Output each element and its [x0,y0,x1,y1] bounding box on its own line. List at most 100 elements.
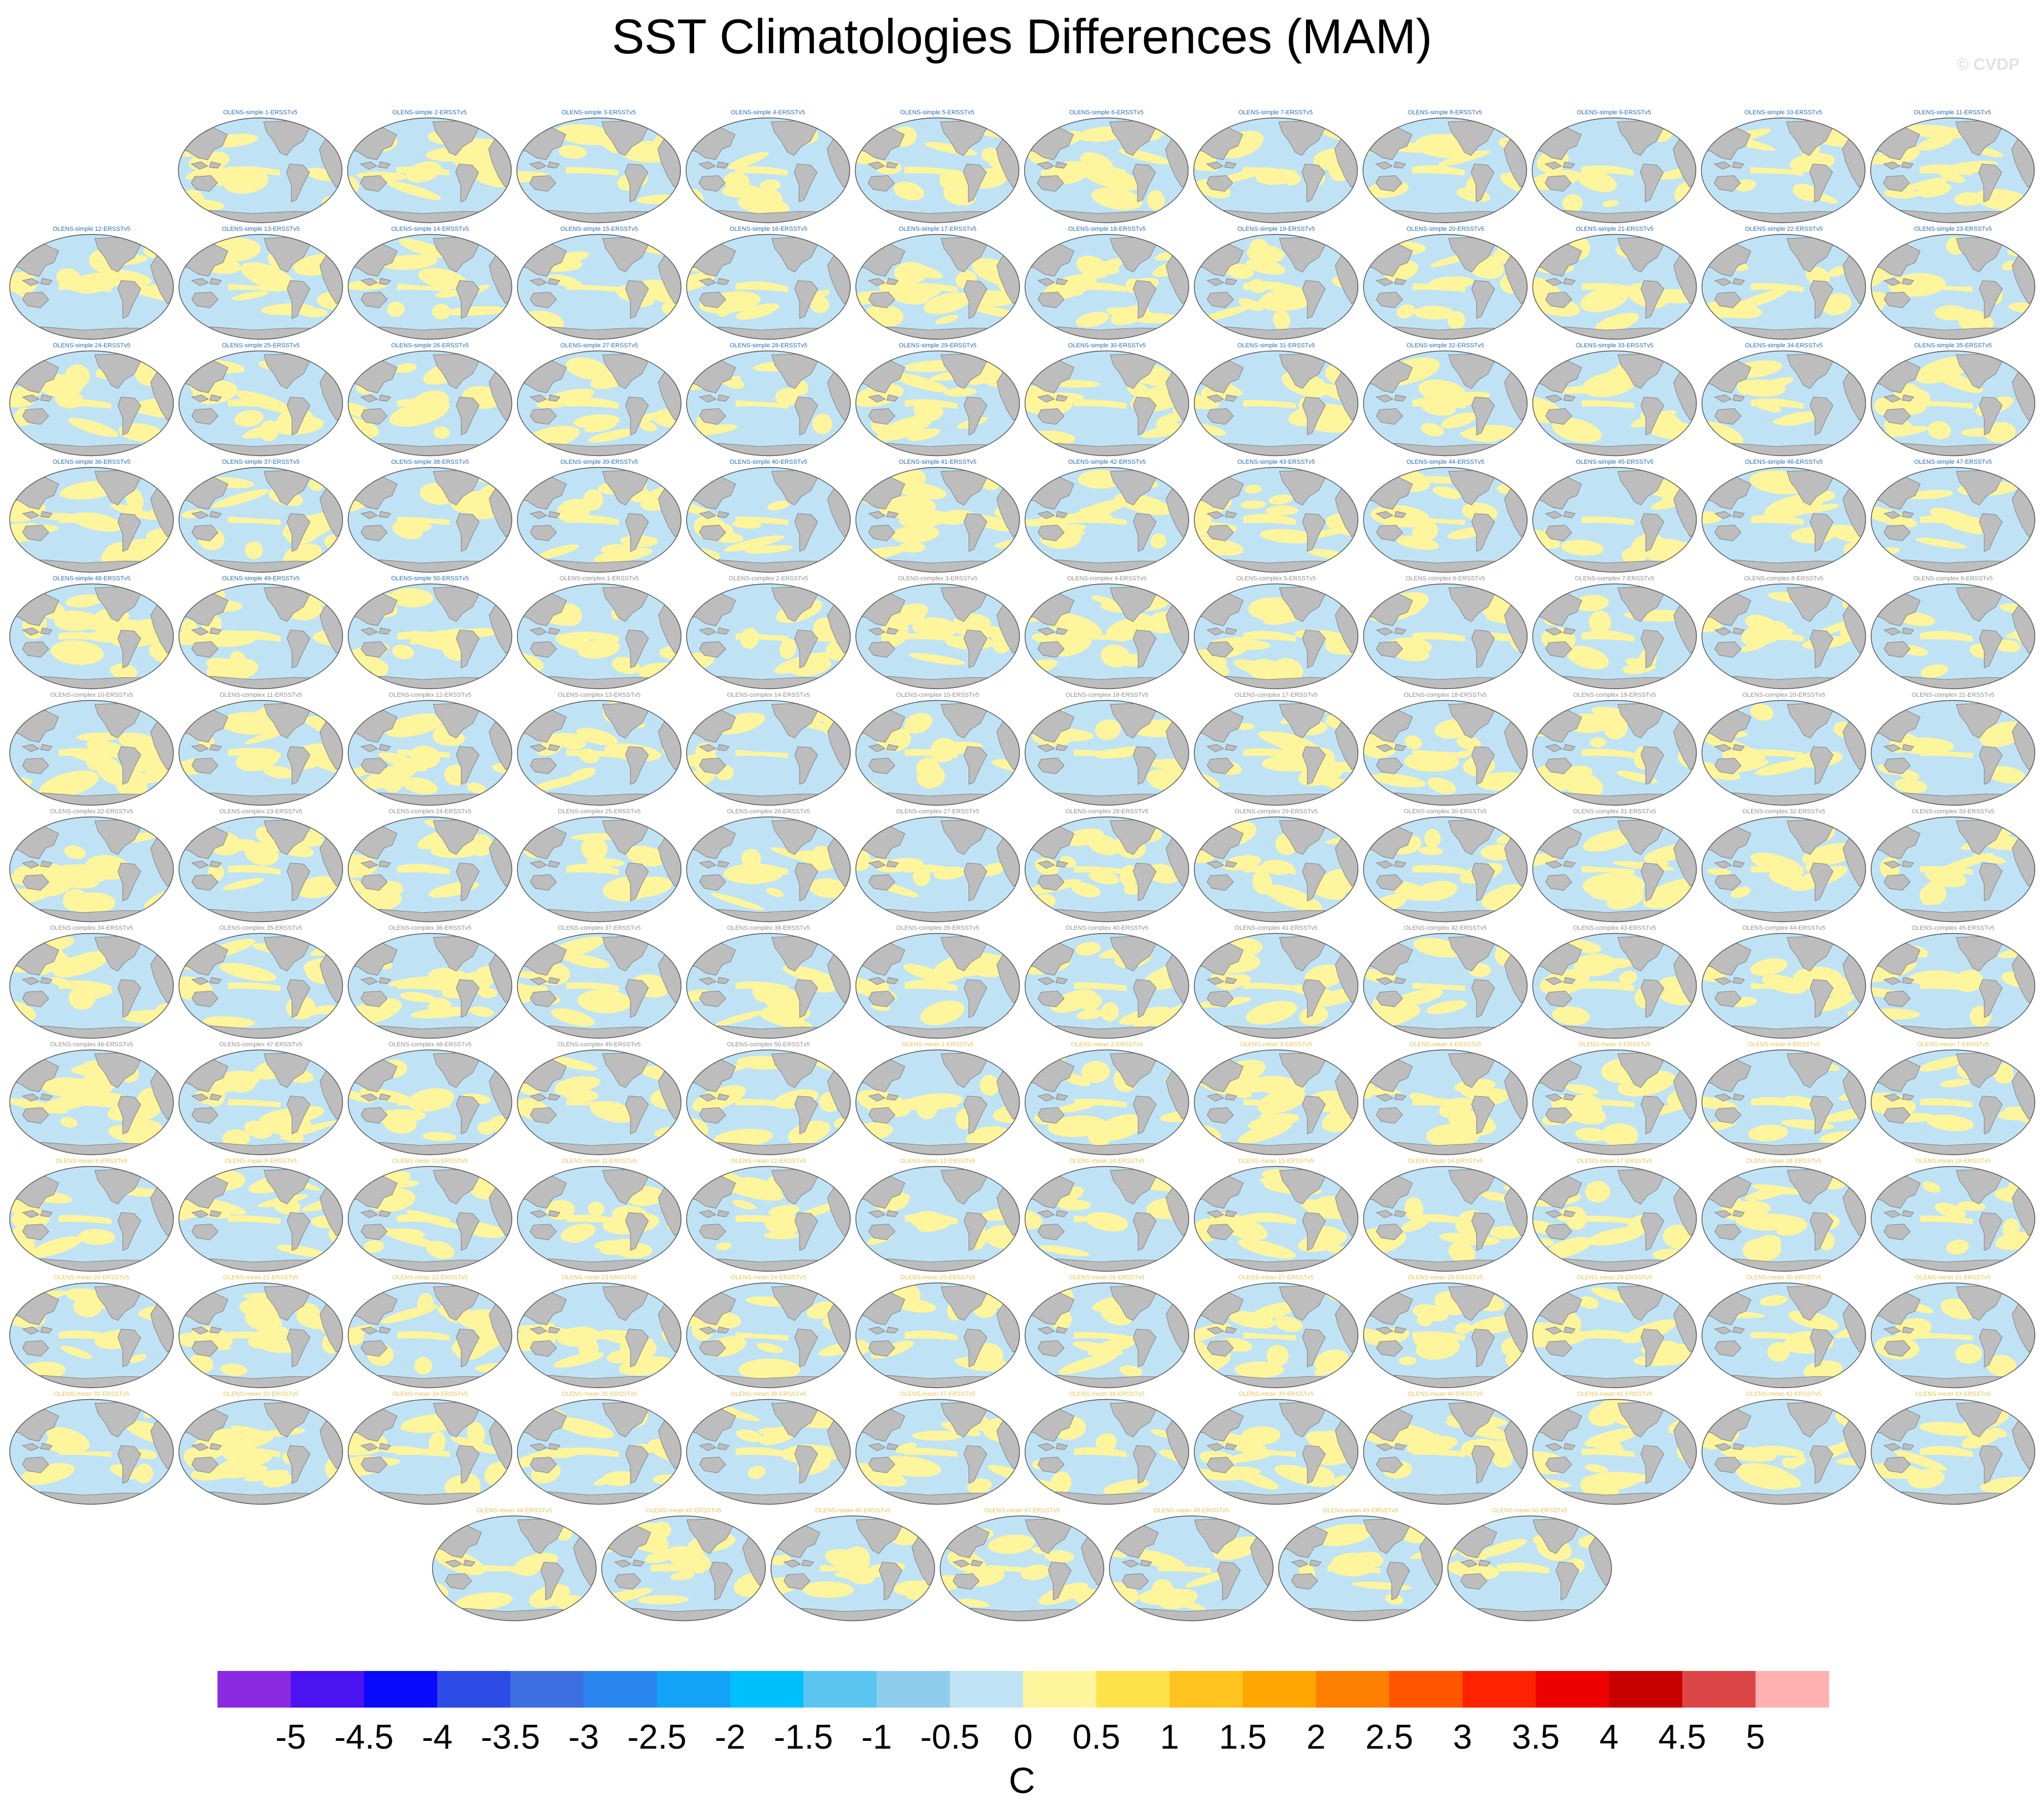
colorbar-swatch [1170,1671,1243,1708]
colorbar-swatch [291,1671,365,1708]
map-panel-title: OLENS-complex 49-ERSSTv5 [558,1041,640,1048]
land-mask [456,746,480,785]
land-mask [209,161,221,169]
land-mask [1037,1210,1055,1218]
land-mask [963,1212,988,1251]
map-panel: OLENS-mean 13-ERSSTv5 [855,1158,1020,1272]
map-panel: OLENS-simple 8-ERSSTv5 [1362,109,1527,224]
map-outline [855,816,1020,923]
warm-anomaly-patch [1920,1098,1973,1108]
warm-anomaly-patch [1750,398,1804,409]
land-mask [191,758,219,774]
warm-anomaly-patch [728,1183,784,1201]
land-mask [1884,408,1911,425]
warm-anomaly-patch [1828,266,1847,277]
land-mask [1055,1093,1068,1101]
colorbar-tick-label: -4.5 [335,1718,394,1756]
land-mask [1979,630,2003,668]
land-mask [1732,860,1745,868]
land-mask [40,860,53,868]
map-field [348,1166,512,1272]
warm-anomaly-patch [245,842,279,866]
map-outline [517,234,682,340]
warm-anomaly-patch [227,1099,281,1108]
land-mask [378,1093,391,1101]
land-mask [22,627,40,636]
land-mask [22,278,40,286]
warm-anomaly-patch [227,630,281,642]
map-field [1701,118,1865,223]
warm-anomaly-patch [577,989,631,1014]
land-mask [1809,1096,1834,1135]
map-panel-title: OLENS-complex 27-ERSSTv5 [896,808,979,815]
map-panel-title: OLENS-mean 33-ERSSTv5 [223,1391,298,1397]
land-mask [1640,164,1664,202]
warm-anomaly-patch [1581,630,1635,642]
warm-anomaly-patch [396,166,449,176]
land-mask [361,1224,388,1240]
map-outline [1701,1049,1866,1156]
land-mask [530,758,557,774]
map-field [686,467,851,573]
map-panel: OLENS-complex 24-ERSSTv5 [347,808,513,923]
map-field [1193,118,1358,223]
land-mask [1055,744,1068,751]
warm-anomaly-patch [1750,167,1803,176]
warm-anomaly-patch [555,124,616,145]
land-mask [1302,630,1326,668]
warm-anomaly-patch [1820,1106,1866,1123]
land-mask [22,525,49,541]
land-mask [794,746,818,785]
land-mask [1545,627,1563,636]
land-mask [886,278,899,285]
warm-anomaly-patch [397,864,450,875]
land-mask [286,513,311,552]
land-mask [1884,641,1911,658]
warm-anomaly-patch [893,181,924,201]
map-outline [686,933,851,1039]
map-panel-title: OLENS-complex 9-ERSSTv5 [1913,575,1992,582]
map-panel-title: OLENS-simple 40-ERSSTv5 [730,459,807,465]
warm-anomaly-patch [277,1244,326,1257]
land-mask [625,397,649,435]
land-mask [530,408,557,425]
land-mask [794,280,818,319]
land-mask [868,1224,895,1240]
land-mask [1901,744,1914,751]
land-mask [191,744,209,752]
warm-anomaly-patch [397,399,450,409]
land-mask [209,278,222,285]
map-panel-title: OLENS-mean 20-ERSSTv5 [54,1274,129,1281]
map-field [1025,584,1189,689]
land-mask [286,746,311,785]
map-field [9,234,174,340]
land-mask [117,979,141,1018]
map-panel-title: OLENS-simple 23-ERSSTv5 [1914,226,1992,232]
warm-anomaly-patch [1884,188,1919,199]
warm-anomaly-patch [1418,846,1443,855]
warm-anomaly-patch [397,749,450,758]
warm-anomaly-patch [812,413,833,434]
land-mask [1713,161,1732,170]
land-mask [548,394,560,402]
warm-anomaly-patch [1243,513,1296,525]
warm-anomaly-patch [904,633,958,642]
cvdp-watermark: © CVDP [1956,55,2020,74]
warm-anomaly-patch [137,766,174,784]
warm-anomaly-patch [735,1098,788,1108]
colorbar-swatch [510,1671,584,1708]
map-panel-title: OLENS-mean 15-ERSSTv5 [1238,1158,1314,1164]
map-field [686,1166,851,1272]
land-mask [117,1212,141,1251]
land-mask [1394,511,1406,518]
warm-anomaly-patch [433,426,450,439]
warm-anomaly-patch [939,169,969,193]
map-panel: OLENS-complex 44-ERSSTv5 [1701,925,1866,1039]
map-panel-title: OLENS-complex 31-ERSSTv5 [1573,808,1656,815]
warm-anomaly-patch [60,1117,78,1128]
land-mask [1055,627,1068,635]
map-panel: OLENS-simple 46-ERSSTv5 [1701,459,1866,573]
map-panel-title: OLENS-complex 45-ERSSTv5 [1911,925,1994,931]
land-mask [530,292,557,308]
